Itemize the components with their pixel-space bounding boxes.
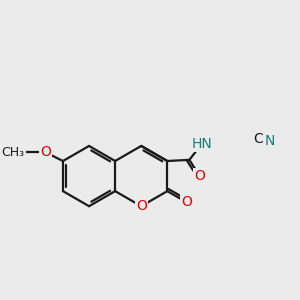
Text: C: C bbox=[253, 132, 263, 146]
Text: O: O bbox=[194, 169, 205, 183]
Text: O: O bbox=[136, 199, 147, 213]
Text: HN: HN bbox=[192, 136, 212, 151]
Text: O: O bbox=[181, 195, 192, 209]
Text: N: N bbox=[264, 134, 275, 148]
Text: O: O bbox=[40, 145, 51, 159]
Text: CH₃: CH₃ bbox=[2, 146, 25, 159]
